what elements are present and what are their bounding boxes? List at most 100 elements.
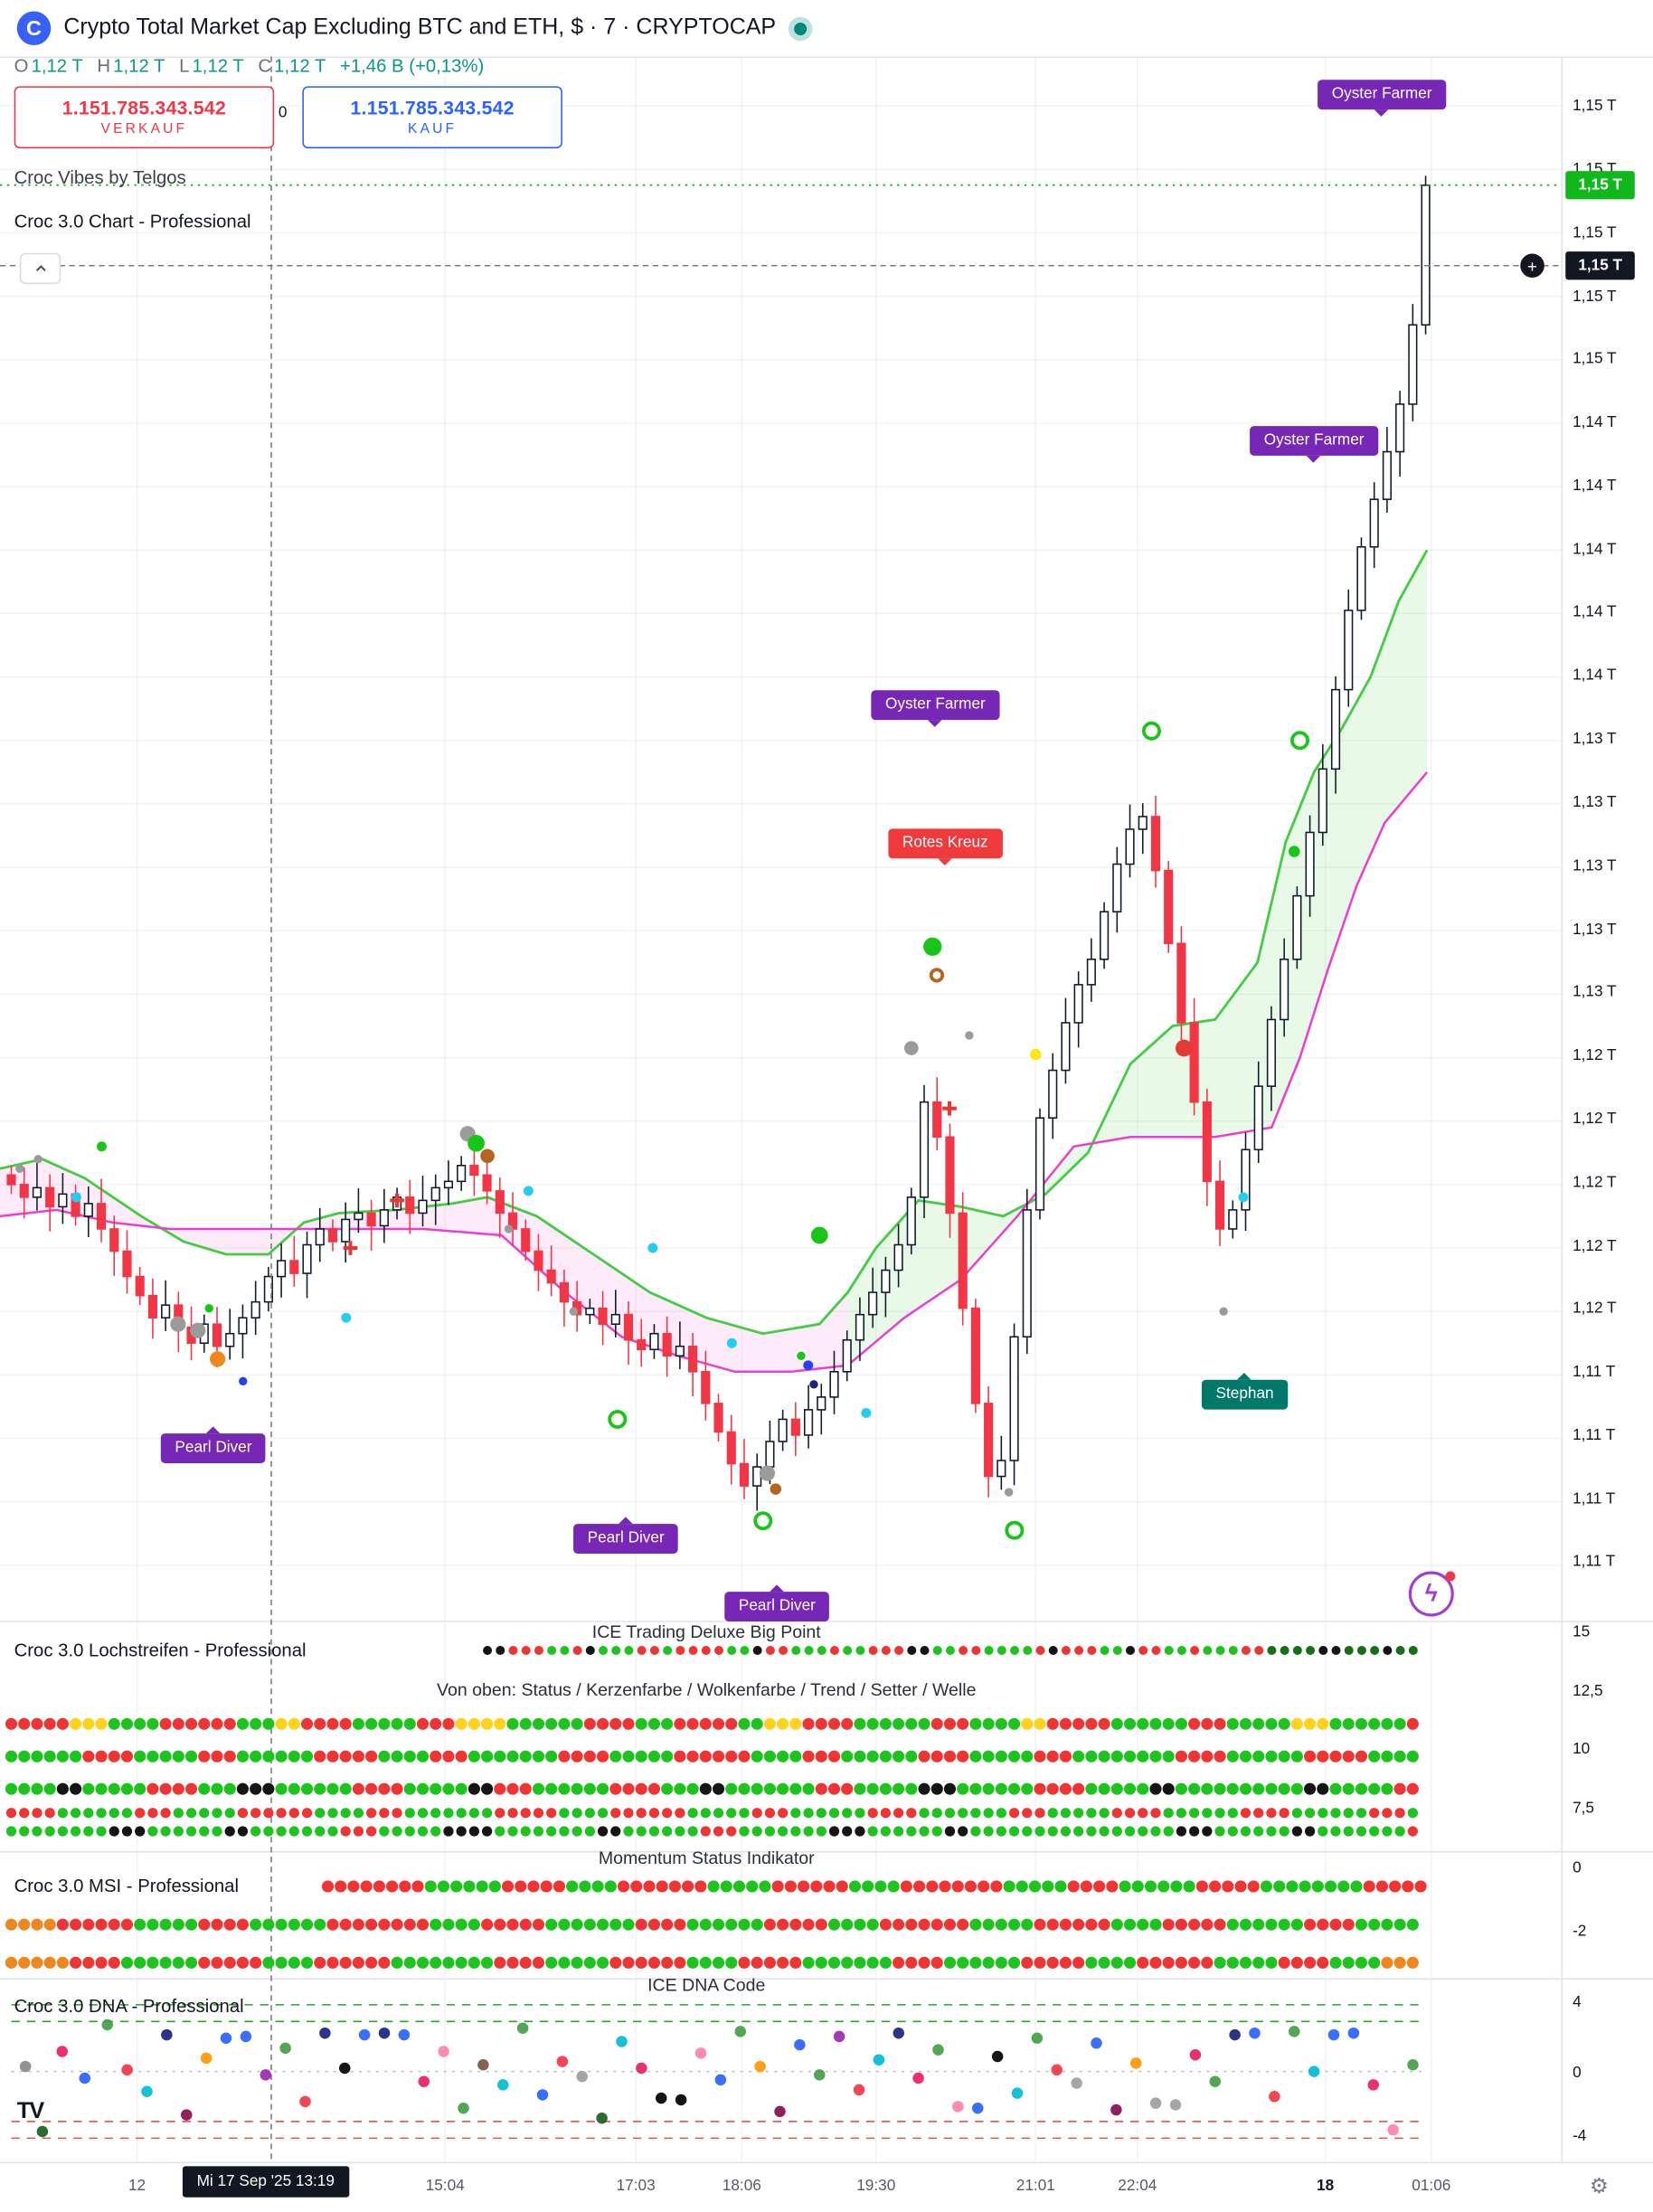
add-alert-plus-icon[interactable]: + (1520, 253, 1544, 279)
price-axis-label: 1,15 T (1573, 224, 1617, 242)
ohlc-change: +1,46 B (+0,13%) (340, 54, 485, 77)
time-axis-label: 19:30 (856, 2177, 896, 2195)
flag-pearl-diver[interactable]: Pearl Diver (724, 1584, 830, 1621)
price-axis-label: 1,12 T (1573, 1300, 1617, 1318)
price-axis-label: 1,12 T (1573, 1046, 1617, 1064)
ohlc-low-value: 1,12 T (192, 54, 244, 77)
tradingview-logo[interactable]: TV (16, 2099, 44, 2124)
symbol-logo-icon[interactable]: C (16, 11, 52, 45)
panel3-title: ICE DNA Code (647, 1975, 766, 1996)
panel1-title: ICE Trading Deluxe Big Point (591, 1621, 821, 1642)
sell-button[interactable]: 1.151.785.343.542 VERKAUF (14, 86, 275, 149)
price-axis-label: 1,13 T (1573, 921, 1617, 939)
spread-value: 0 (278, 104, 288, 122)
panel-axis-label: 0 (1573, 2064, 1582, 2082)
panel-separators (0, 56, 1653, 2164)
buy-price: 1.151.785.343.542 (350, 97, 515, 119)
price-axis-label: 1,11 T (1573, 1553, 1616, 1570)
sell-price: 1.151.785.343.542 (61, 97, 226, 119)
price-axis-label: 1,15 T (1573, 97, 1617, 115)
ohlc-high-value: 1,12 T (113, 54, 165, 77)
legend-croc-chart[interactable]: Croc 3.0 Chart - Professional (14, 210, 251, 232)
crosshair-time-badge: Mi 17 Sep '25 13:19 (182, 2166, 349, 2198)
legend-lochstreifen[interactable]: Croc 3.0 Lochstreifen - Professional (14, 1639, 307, 1660)
panel-axis-label: 4 (1573, 1993, 1582, 2011)
connection-status-dot (794, 22, 808, 35)
flag-pointer (1307, 455, 1321, 463)
legend-dna[interactable]: Croc 3.0 DNA - Professional (14, 1995, 244, 2017)
flag-oyster-farmer[interactable]: Oyster Farmer (1250, 426, 1379, 463)
flag-pointer (619, 1517, 633, 1525)
time-axis-label: 22:04 (1118, 2177, 1157, 2195)
price-axis-label: 1,14 T (1573, 666, 1617, 685)
last-price-badge: 1,15 T (1565, 171, 1636, 200)
sell-label: VERKAUF (100, 121, 188, 137)
flag-oyster-farmer[interactable]: Oyster Farmer (871, 690, 1000, 727)
flag-pearl-diver[interactable]: Pearl Diver (160, 1426, 267, 1463)
panel-axis-label: 7,5 (1573, 1800, 1594, 1818)
ohlc-open-label: O (14, 54, 29, 77)
price-axis-label: 1,14 T (1573, 541, 1617, 559)
flag-pointer (1237, 1372, 1252, 1380)
ohlc-row: O 1,12 T H 1,12 T L 1,12 T C 1,12 T +1,46 B … (14, 55, 485, 76)
collapse-legend-button[interactable] (19, 252, 61, 285)
boost-lightning-icon[interactable]: ϟ (1408, 1571, 1456, 1617)
time-axis-label: 15:04 (425, 2177, 465, 2195)
price-axis-label: 1,13 T (1573, 730, 1617, 748)
flag-pointer (1374, 109, 1389, 117)
flag-pointer (770, 1584, 785, 1593)
dot-strip-panels (5, 1646, 1427, 1969)
price-axis-label: 1,13 T (1573, 983, 1617, 1001)
crosshair (0, 56, 1562, 2162)
price-axis-label: 1,11 T (1573, 1427, 1616, 1444)
flag-oyster-farmer[interactable]: Oyster Farmer (1318, 80, 1447, 117)
time-axis-label: 01:06 (1412, 2177, 1451, 2195)
ohlc-close-label: C (258, 54, 272, 77)
price-axis-label: 1,11 T (1573, 1363, 1616, 1381)
flag-rotes-kreuz[interactable]: Rotes Kreuz (888, 828, 1003, 866)
panel-axis-label: 12,5 (1573, 1682, 1603, 1700)
time-axis-label: 21:01 (1015, 2177, 1055, 2195)
ohlc-low-label: L (179, 54, 190, 77)
panel-axis-label: -4 (1573, 2128, 1587, 2145)
price-axis-label: 1,13 T (1573, 794, 1617, 811)
buy-label: KAUF (408, 121, 458, 137)
price-axis-label: 1,12 T (1573, 1174, 1617, 1192)
chart-header: C Crypto Total Market Cap Excluding BTC … (0, 0, 1653, 57)
signal-markers (15, 721, 1309, 1540)
crosshair-price-badge: 1,15 T (1565, 251, 1636, 280)
time-axis-label: 18:06 (722, 2177, 761, 2195)
panel-axis-label: 15 (1573, 1623, 1591, 1641)
price-axis-label: 1,12 T (1573, 1111, 1617, 1128)
ohlc-open-value: 1,12 T (31, 54, 83, 77)
price-axis-label: 1,15 T (1573, 350, 1617, 368)
settings-gear-icon[interactable]: ⚙ (1589, 2174, 1609, 2199)
price-axis-label: 1,14 T (1573, 477, 1617, 495)
panel1-subtitle: Von oben: Status / Kerzenfarbe / Wolkenf… (437, 1679, 977, 1700)
panel-axis-label: 0 (1573, 1859, 1582, 1876)
price-axis-label: 1,14 T (1573, 413, 1617, 431)
flag-pointer (206, 1426, 221, 1434)
grid-lines (0, 56, 1562, 2162)
buy-button[interactable]: 1.151.785.343.542 KAUF (302, 86, 562, 149)
legend-msi[interactable]: Croc 3.0 MSI - Professional (14, 1875, 239, 1896)
chevron-up-icon (35, 265, 45, 271)
price-axis-label: 1,15 T (1573, 288, 1617, 306)
legend-croc-vibes[interactable]: Croc Vibes by Telgos (14, 166, 186, 188)
panel2-title: Momentum Status Indikator (598, 1848, 815, 1868)
ohlc-high-label: H (97, 54, 111, 77)
time-axis-label: 12 (128, 2177, 146, 2195)
flag-pearl-diver[interactable]: Pearl Diver (573, 1517, 679, 1554)
panel-axis-label: -2 (1573, 1923, 1587, 1941)
panel-axis-label: 10 (1573, 1741, 1591, 1758)
price-axis-label: 1,11 T (1573, 1490, 1616, 1508)
symbol-title[interactable]: Crypto Total Market Cap Excluding BTC an… (63, 15, 777, 40)
flag-pointer (938, 858, 953, 866)
dna-panel (11, 2004, 1424, 2140)
flag-stephan[interactable]: Stephan (1201, 1372, 1289, 1410)
price-axis-label: 1,12 T (1573, 1237, 1617, 1255)
price-axis-label: 1,13 T (1573, 857, 1617, 875)
flag-pointer (928, 720, 943, 727)
